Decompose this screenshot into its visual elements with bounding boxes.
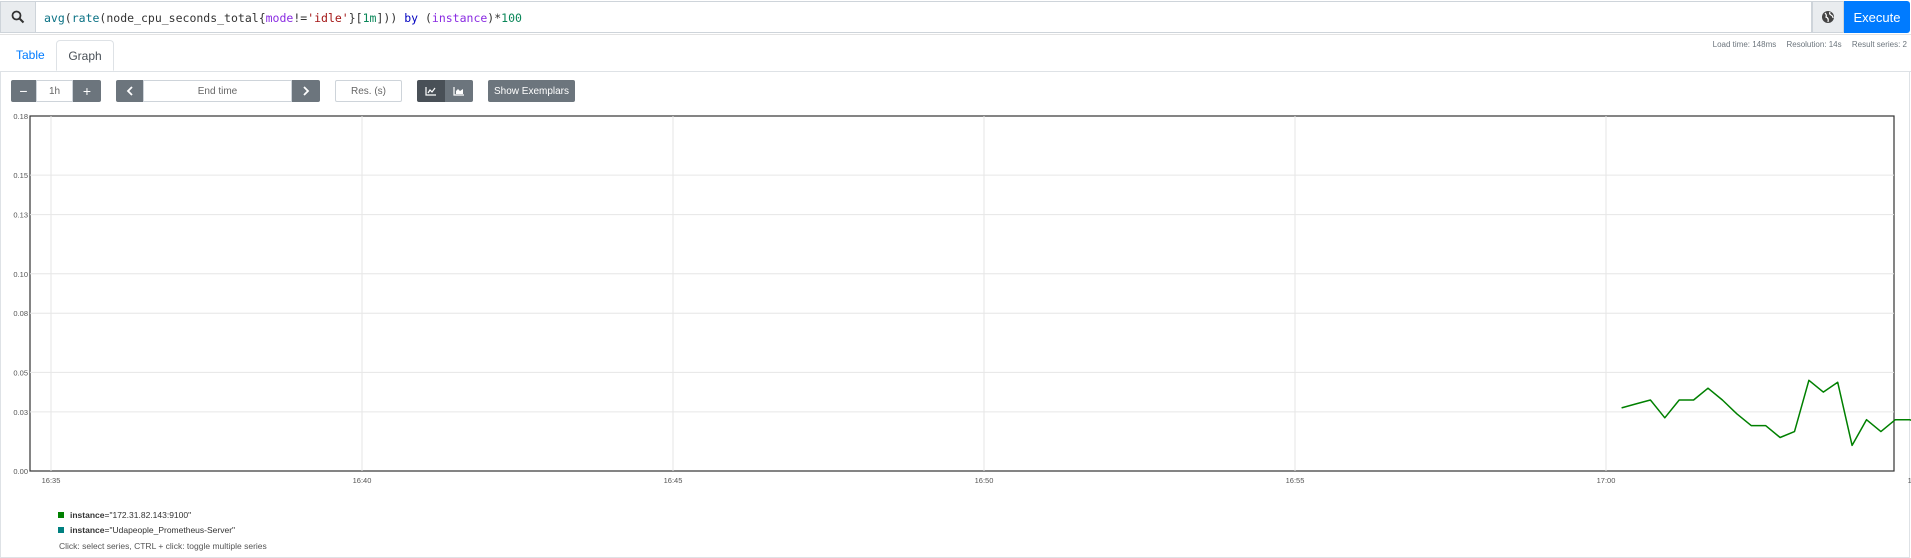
previous-time-button[interactable] [116,80,143,102]
search-icon[interactable] [0,1,36,33]
graph-chart[interactable]: 0.00 0.03 0.05 0.08 0.10 0.13 0.15 0.18 16:35 16:… [0,110,1911,490]
y-tick-label: 0.10 [13,270,28,279]
x-tick-label: 16:50 [975,476,994,485]
show-exemplars-button[interactable]: Show Exemplars [488,80,575,102]
next-time-button[interactable] [292,80,320,102]
expression-input[interactable]: avg(rate(node_cpu_seconds_total{mode!='i… [36,1,1812,33]
legend-item[interactable]: instance ="Udapeople_Prometheus-Server" [58,522,235,537]
result-series: Result series: 2 [1851,40,1907,49]
view-tabs: Table Graph [0,40,1911,72]
expression-bar: avg(rate(node_cpu_seconds_total{mode!='i… [0,0,1911,35]
line-chart-toggle[interactable] [417,80,445,102]
stacked-chart-toggle[interactable] [445,80,473,102]
legend-item[interactable]: instance ="172.31.82.143:9100" [58,507,235,522]
x-tick-label: 16:40 [353,476,372,485]
expression-token: ( [99,11,107,25]
y-tick-label: 0.03 [13,408,28,417]
area-chart-icon [453,87,464,96]
tab-graph[interactable]: Graph [56,40,114,71]
y-tick-label: 0.15 [13,171,28,180]
series-swatch [58,526,64,533]
y-tick-label: 0.00 [13,467,28,476]
legend: instance ="172.31.82.143:9100" instance ="… [58,507,235,537]
x-tick-label: 16:55 [1286,476,1305,485]
x-tick-label: 17:00 [1597,476,1616,485]
expression-token: node_cpu_seconds_total [106,11,259,25]
expression-token: } [348,11,356,25]
tab-table[interactable]: Table [16,48,45,62]
expression-token: 100 [501,11,522,25]
resolution-input[interactable]: Res. (s) [335,80,402,102]
load-time: Load time: 148ms [1712,40,1777,49]
expression-token: ( [64,11,72,25]
resolution: Resolution: 14s [1786,40,1842,49]
query-stats: Load time: 148ms Resolution: 14s Result … [1705,40,1907,49]
y-tick-label: 0.05 [13,368,28,377]
expression-token: 1m [362,11,377,25]
series-swatch [58,511,64,518]
y-tick-label: 0.08 [13,309,28,318]
plot-area [29,115,1895,472]
expression-token: != [293,11,308,25]
increase-range-button[interactable]: + [73,80,101,102]
expression-token: { [258,11,266,25]
series-line [1621,379,1911,447]
expression-token: instance [431,11,488,25]
expression-token: ) [487,11,495,25]
metrics-explorer-globe-icon[interactable] [1812,1,1844,33]
end-time-input[interactable]: End time [143,80,292,102]
decrease-range-button[interactable]: − [11,80,36,102]
expression-token: )) [383,11,398,25]
line-chart-icon [425,87,436,96]
expression-token: rate [71,11,100,25]
expression-token: 'idle' [307,11,349,25]
legend-hint: Click: select series, CTRL + click: togg… [59,541,267,551]
expression-token: mode [265,11,294,25]
x-tick-label: 16:35 [42,476,61,485]
execute-button[interactable]: Execute [1844,1,1910,33]
x-tick-label: 16:45 [664,476,683,485]
range-input[interactable]: 1h [36,80,73,102]
expression-token: [ [355,11,363,25]
expression-token: ] [376,11,384,25]
y-tick-label: 0.13 [13,211,28,220]
y-tick-label: 0.18 [13,112,28,121]
expression-token: avg [44,11,65,25]
x-tick-label: 17:05 [1908,476,1911,485]
expression-token: * [494,11,502,25]
expression-token: ( [424,11,432,25]
expression-token: by [397,11,425,25]
chevron-left-icon [126,86,133,96]
chevron-right-icon [303,86,310,96]
